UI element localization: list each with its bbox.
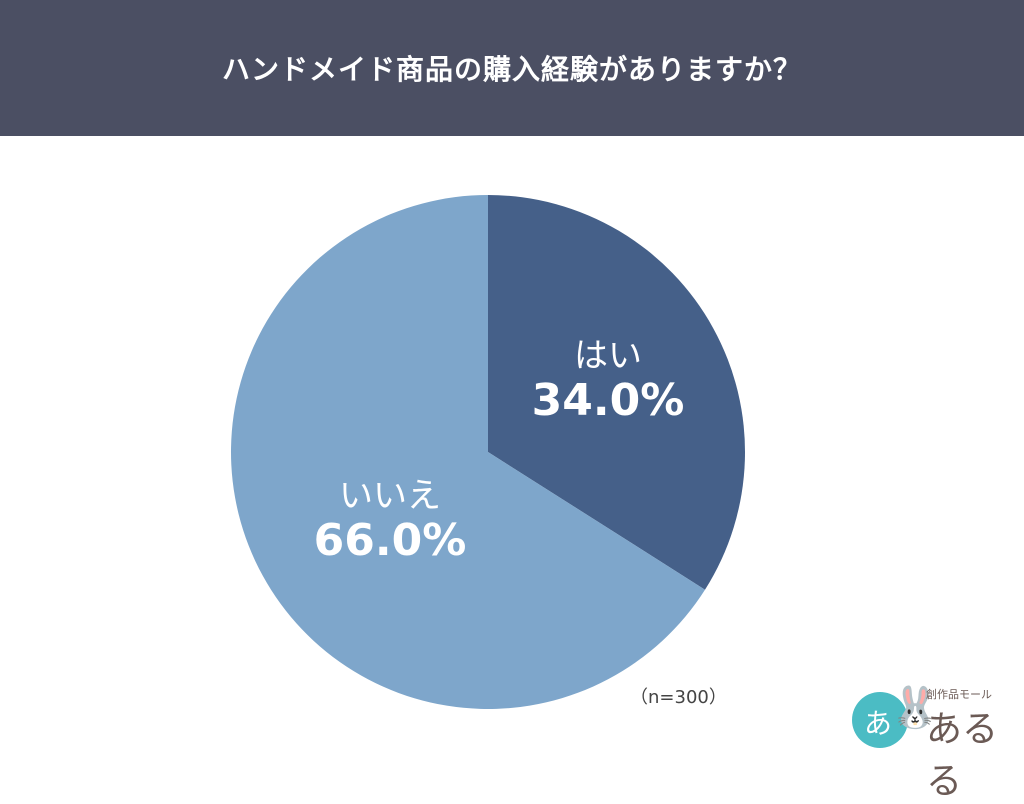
rabbit-icon: 🐰 [890,685,940,731]
brand-logo: あ 🐰 創作品モール あるる [850,680,1020,802]
title-banner: ハンドメイド商品の購入経験がありますか？ [0,0,1024,136]
sample-size-note: （n=300） [630,687,727,708]
pie-slice-no [230,195,705,709]
chart-title: ハンドメイド商品の購入経験がありますか？ [221,53,802,86]
logo-circle-icon: あ [852,692,908,748]
logo-name: あるる [926,709,999,802]
logo-subtitle: 創作品モール [926,688,992,701]
slice-label-yes: はい 34.0% [528,336,688,426]
slice-percent-no: 66.0% [313,515,467,566]
slice-label-no: いいえ 66.0% [300,476,480,566]
slice-category-no: いいえ [339,476,441,516]
pie-slice-yes [488,195,745,590]
slice-percent-yes: 34.0% [531,375,685,426]
slice-category-yes: はい [574,336,642,376]
pie-chart [230,195,745,709]
